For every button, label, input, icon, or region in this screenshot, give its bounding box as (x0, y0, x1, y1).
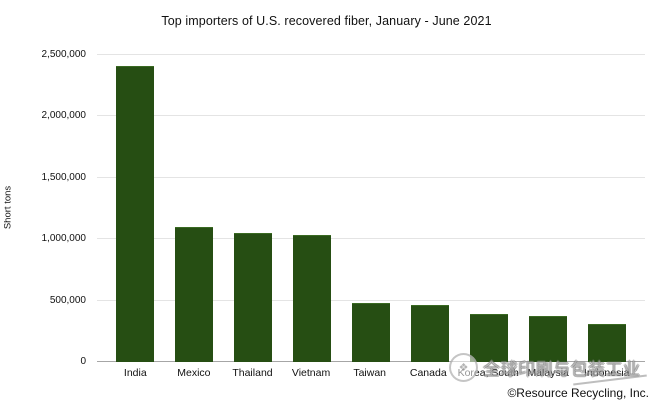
bar-slot (342, 55, 401, 362)
bar-taiwan (352, 303, 390, 362)
gridline (97, 54, 645, 55)
x-tick-label: Vietnam (291, 367, 331, 379)
bar-slot (224, 55, 283, 362)
bar-malaysia (528, 316, 567, 362)
x-label-slot: Mexico (165, 367, 224, 380)
bar-vietnam (293, 235, 332, 362)
bar-slot (459, 55, 518, 362)
bars-row (97, 55, 645, 362)
x-tick-label: Thailand (232, 367, 273, 379)
x-label-slot: Malaysia (519, 367, 578, 380)
bar-indonesia (587, 324, 626, 362)
gridline (97, 176, 645, 178)
bar-mexico (175, 227, 214, 362)
bar-canada (410, 305, 449, 362)
gridline (97, 115, 645, 117)
bar-slot (400, 55, 459, 362)
y-tick-label: 500,000 (49, 294, 86, 306)
bar-slot (283, 55, 342, 362)
bar-slot (165, 55, 224, 362)
x-tick-label: Canada (409, 367, 447, 379)
x-tick-label: Mexico (177, 367, 211, 379)
y-tick-label: 2,000,000 (41, 110, 87, 122)
x-label-slot: Thailand (223, 367, 282, 380)
x-axis-labels: India Mexico Thailand Vietnam Taiwan Canada Ko… (97, 367, 645, 380)
y-axis-ticks: 0 500,000 1,000,000 1,500,000 2,000,000 2,500… (0, 49, 89, 367)
bar-india (116, 66, 155, 362)
x-label-slot: India (106, 367, 165, 380)
x-tick-label: Indonesia (583, 367, 630, 379)
gridline (97, 299, 645, 301)
bar-korea-south (469, 314, 508, 362)
y-tick-label: 2,500,000 (41, 49, 87, 60)
x-tick-label: Malaysia (527, 367, 569, 379)
y-tick-label: 1,000,000 (41, 233, 87, 245)
x-tick-label: Taiwan (353, 367, 387, 379)
x-tick-label: Korea, South (457, 367, 519, 379)
gridline (97, 238, 645, 240)
bar-slot (106, 55, 165, 362)
x-tick-label: India (123, 367, 147, 379)
y-tick-label: 0 (80, 356, 86, 367)
credit-line: ©Resource Recycling, Inc. (507, 386, 649, 400)
x-label-slot: Indonesia (577, 367, 636, 380)
y-tick-label: 1,500,000 (41, 171, 87, 183)
plot-area (97, 54, 645, 362)
x-label-slot: Canada (399, 367, 458, 380)
x-label-slot: Vietnam (282, 367, 341, 380)
x-label-slot: Korea, South (458, 367, 519, 380)
bar-thailand (234, 233, 273, 362)
bar-slot (518, 55, 577, 362)
chart-title: Top importers of U.S. recovered fiber, J… (161, 14, 492, 28)
x-label-slot: Taiwan (340, 367, 399, 380)
bar-slot (577, 55, 636, 362)
